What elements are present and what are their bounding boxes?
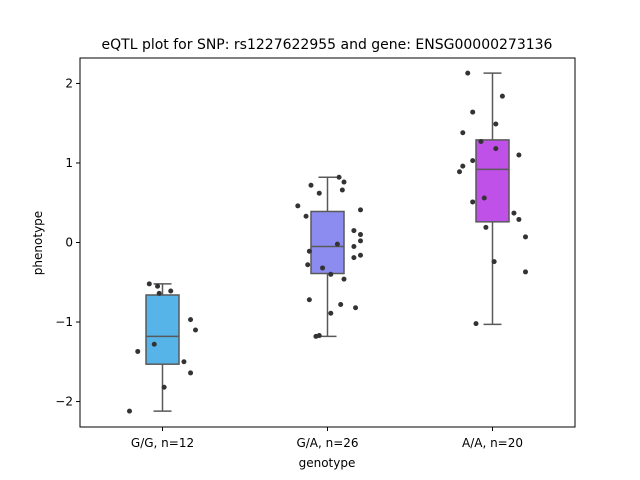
data-point [493,146,499,152]
data-point [336,174,342,180]
data-point [328,310,334,316]
data-point [358,207,363,213]
data-point [481,195,487,201]
data-point [491,259,497,265]
data-point [523,234,528,240]
data-point [320,265,326,271]
data-point [465,70,471,76]
data-point [127,408,132,414]
data-point [135,348,141,354]
data-point [358,232,363,238]
data-point [168,288,174,294]
data-point [338,302,344,308]
plot-frame [79,57,576,428]
data-point [193,327,198,333]
data-point [473,321,479,327]
data-point [351,228,357,234]
data-point [308,182,314,188]
x-tick-label: G/G, n=12 [131,436,194,450]
data-point [523,269,528,275]
data-point [470,109,476,115]
data-point [313,333,319,339]
y-tick-label: 1 [65,156,73,170]
data-point [339,187,345,193]
data-point [341,276,347,282]
box-iqr [145,294,180,365]
data-point [493,121,499,127]
data-point [156,290,162,296]
data-point [483,224,489,230]
data-point [460,163,466,169]
data-point [353,305,359,311]
data-point [181,359,187,365]
x-axis-label: genotype [299,456,356,470]
y-tick-label: −2 [55,395,73,409]
x-tick-label: G/A, n=26 [296,436,358,450]
y-tick-label: −1 [55,315,73,329]
data-point [303,213,309,219]
data-point [341,179,347,185]
data-point [511,210,517,216]
data-point [328,271,334,277]
data-point [351,243,357,249]
data-point [188,370,194,376]
data-point [358,238,363,244]
data-point [146,281,152,287]
y-tick-label: 0 [65,236,73,250]
data-point [306,297,312,303]
data-point [306,248,312,254]
box-iqr [475,139,510,223]
plot-area: G/G, n=12 G/A, n=26 A/A, n=20 −2 −1 0 1 2 [55,57,576,450]
data-point [351,255,357,261]
data-point [460,130,466,136]
y-tick-label: 2 [65,76,73,90]
y-axis-label: phenotype [31,211,45,275]
x-tick-label: A/A, n=20 [462,436,523,450]
data-point [305,262,311,268]
data-point [516,216,522,222]
data-point [151,341,157,347]
data-point [499,93,505,99]
data-point [155,283,161,289]
data-point [316,190,322,196]
data-point [334,241,340,247]
chart-title: eQTL plot for SNP: rs1227622955 and gene… [102,37,553,53]
data-point [188,317,194,323]
data-point [457,169,462,175]
data-point [358,252,363,258]
data-point [516,152,522,158]
data-point [161,384,167,390]
data-point [478,139,484,145]
data-point [470,158,476,164]
data-point [470,199,476,205]
data-point [295,203,301,209]
